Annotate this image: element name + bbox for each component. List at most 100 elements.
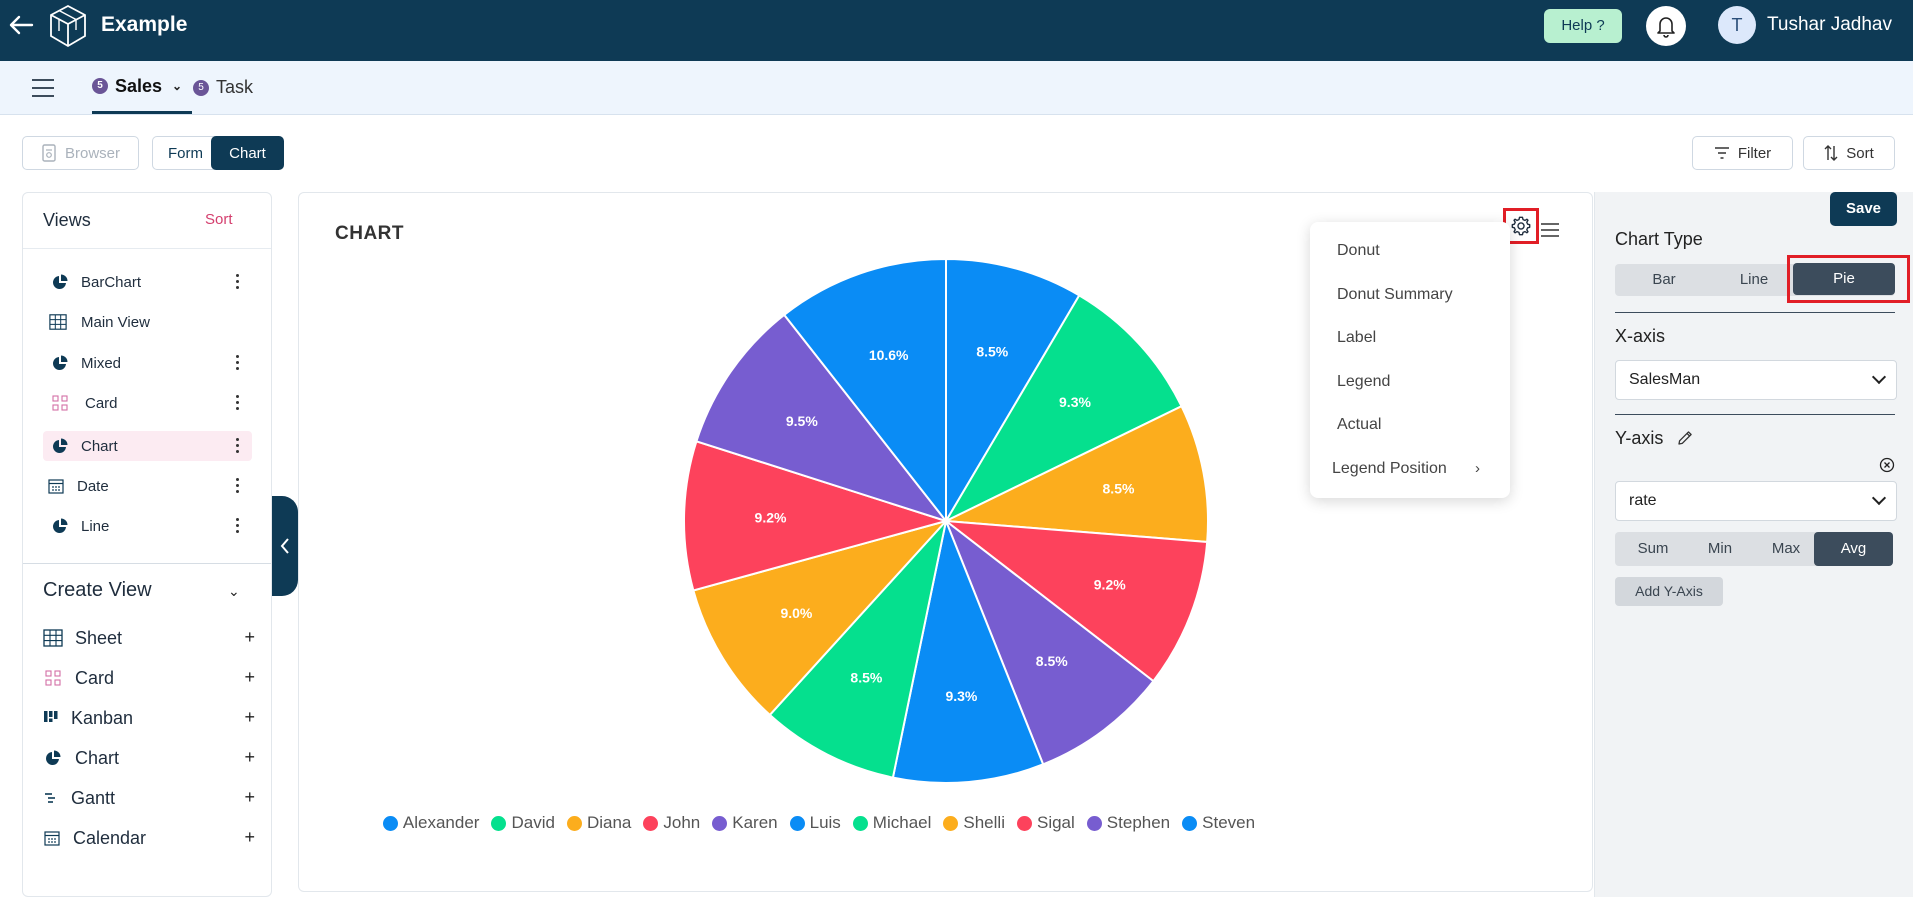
card-icon (51, 394, 69, 412)
pie-slice-diana[interactable] (942, 404, 1209, 544)
create-view-title[interactable]: Create View (43, 579, 152, 601)
pie-slice-shelli[interactable] (692, 519, 950, 717)
help-button[interactable]: Help ? (1544, 9, 1622, 43)
tab-count-badge: 5 (193, 79, 209, 96)
view-item-line[interactable]: Line (43, 511, 252, 541)
legend-item-john[interactable]: John (643, 813, 700, 833)
menu-item-actual[interactable]: Actual (1337, 416, 1382, 433)
pencil-edit-icon[interactable] (1676, 429, 1694, 447)
menu-item-label[interactable]: Label (1337, 329, 1377, 346)
chart-type-pie[interactable]: Pie (1793, 263, 1895, 295)
browser-button[interactable]: Browser (22, 136, 139, 170)
pie-data-label: 8.5% (1036, 653, 1068, 669)
view-item-barchart[interactable]: BarChart (43, 267, 252, 297)
views-sort-button[interactable]: Sort (205, 211, 233, 228)
plus-icon[interactable]: + (244, 707, 255, 727)
kebab-menu-icon[interactable] (236, 355, 240, 371)
menu-item-donut[interactable]: Donut (1337, 242, 1380, 259)
notifications-button[interactable] (1646, 6, 1686, 46)
legend-item-diana[interactable]: Diana (566, 813, 631, 833)
pie-slice-alexander[interactable] (945, 257, 1081, 525)
view-item-label: Mixed (81, 354, 122, 372)
tab-task[interactable]: 5 Task (193, 61, 253, 114)
back-arrow-icon[interactable] (8, 12, 38, 42)
add-y-axis-button[interactable]: Add Y-Axis (1615, 577, 1723, 606)
create-calendar[interactable]: Calendar + (43, 823, 255, 853)
legend-item-alexander[interactable]: Alexander (382, 813, 479, 833)
grid-icon (49, 313, 67, 331)
create-gantt[interactable]: Gantt + (43, 783, 255, 813)
hamburger-menu-icon[interactable] (32, 79, 54, 97)
kebab-menu-icon[interactable] (236, 478, 240, 494)
plus-icon[interactable]: + (244, 787, 255, 807)
chevron-down-icon (1871, 490, 1887, 506)
plus-icon[interactable]: + (244, 827, 255, 847)
avatar[interactable]: T (1718, 6, 1756, 44)
chart-view-button[interactable]: Chart (211, 136, 284, 170)
menu-item-donut-summary[interactable]: Donut Summary (1337, 286, 1453, 303)
x-axis-select[interactable]: SalesMan (1615, 360, 1897, 400)
legend-item-michael[interactable]: Michael (852, 813, 931, 833)
filter-button[interactable]: Filter (1692, 136, 1793, 170)
view-item-main-view[interactable]: Main View (43, 307, 252, 337)
pie-slice-david[interactable] (943, 294, 1183, 524)
view-item-label: Chart (81, 437, 118, 455)
pie-slice-john[interactable] (942, 519, 1209, 683)
chevron-down-icon[interactable]: ⌄ (228, 583, 240, 599)
pie-slice-michael[interactable] (768, 517, 948, 779)
legend-item-sigal[interactable]: Sigal (1016, 813, 1075, 833)
filter-label: Filter (1737, 144, 1772, 162)
chart-type-line[interactable]: Line (1739, 271, 1769, 288)
aggregation-max[interactable]: Max (1771, 540, 1801, 557)
pie-data-label: 10.6% (869, 347, 909, 363)
form-view-button[interactable]: Form (152, 136, 218, 170)
pie-data-label: 9.0% (780, 605, 812, 621)
kebab-menu-icon[interactable] (236, 518, 240, 534)
aggregation-avg[interactable]: Avg (1814, 532, 1893, 566)
kebab-menu-icon[interactable] (236, 395, 240, 411)
menu-item-legend-position[interactable]: Legend Position (1332, 460, 1447, 477)
pie-slice-luis[interactable] (891, 517, 1045, 784)
view-item-card[interactable]: Card (43, 388, 252, 418)
legend-item-steven[interactable]: Steven (1182, 813, 1255, 833)
legend-label: Stephen (1106, 813, 1171, 832)
create-card[interactable]: Card + (43, 663, 255, 693)
chart-type-bar[interactable]: Bar (1652, 271, 1676, 288)
menu-item-legend[interactable]: Legend (1337, 373, 1391, 390)
plus-icon[interactable]: + (244, 667, 255, 687)
aggregation-sum[interactable]: Sum (1637, 540, 1669, 557)
tab-label: Task (216, 77, 254, 97)
legend-item-stephen[interactable]: Stephen (1086, 813, 1171, 833)
sort-button[interactable]: Sort (1803, 136, 1895, 170)
pie-slice-karen[interactable] (943, 517, 1155, 766)
legend-item-luis[interactable]: Luis (789, 813, 841, 833)
legend-item-shelli[interactable]: Shelli (943, 813, 1005, 833)
save-button[interactable]: Save (1830, 192, 1897, 226)
view-item-chart[interactable]: Chart (43, 431, 252, 461)
pie-slice-sigal[interactable] (683, 440, 950, 592)
pie-chart[interactable]: 8.5% 9.3% 8.5% 9.2% 8.5% 9.3% 8.5% 9.0% 9.2% 9.5%… (299, 193, 1339, 803)
close-circle-icon[interactable] (1879, 457, 1895, 473)
aggregation-min[interactable]: Min (1707, 540, 1733, 557)
plus-icon[interactable]: + (244, 627, 255, 647)
plus-icon[interactable]: + (244, 747, 255, 767)
kebab-menu-icon[interactable] (236, 274, 240, 290)
kebab-menu-icon[interactable] (236, 438, 240, 454)
chevron-down-icon[interactable]: ⌄ (172, 79, 183, 93)
create-item-label: Kanban (71, 707, 134, 728)
pie-slice-stephen[interactable] (695, 313, 949, 523)
create-kanban[interactable]: Kanban + (43, 703, 255, 733)
tab-sales[interactable]: 5 Sales ⌄ (92, 61, 192, 114)
pie-slice-steven[interactable] (782, 257, 947, 524)
y-axis-select[interactable]: rate (1615, 481, 1897, 521)
legend-item-david[interactable]: David (491, 813, 555, 833)
legend-item-karen[interactable]: Karen (712, 813, 778, 833)
view-item-mixed[interactable]: Mixed (43, 348, 252, 378)
create-sheet[interactable]: Sheet + (43, 623, 255, 653)
user-name[interactable]: Tushar Jadhav (1767, 14, 1892, 35)
view-item-date[interactable]: Date (43, 471, 252, 501)
collapse-panel-button[interactable] (272, 496, 298, 596)
chevron-down-icon (1871, 369, 1887, 385)
chart-menu-icon[interactable] (1541, 223, 1559, 237)
create-chart[interactable]: Chart + (43, 743, 255, 773)
